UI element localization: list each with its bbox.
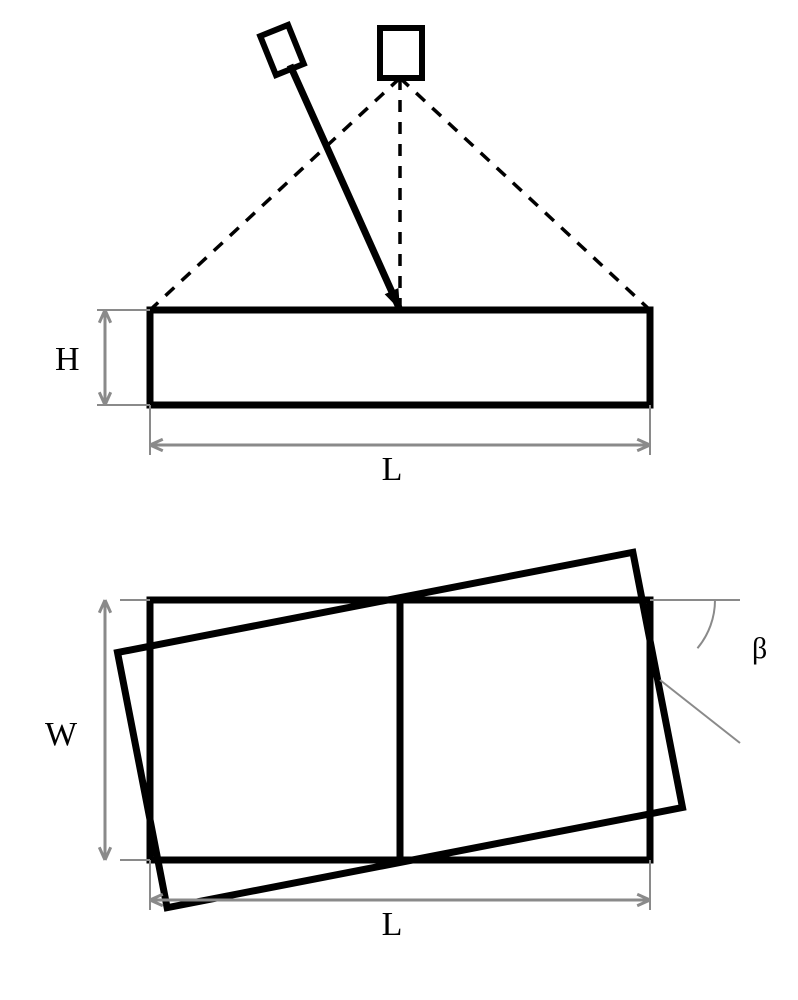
diagram-svg: HLWLβ	[0, 0, 798, 1000]
pointer-arrow	[290, 65, 400, 310]
camera-tilted-icon	[260, 25, 304, 75]
camera-upright-icon	[380, 28, 422, 78]
beta-arc	[697, 600, 715, 648]
label-L-bottom: L	[382, 906, 403, 943]
label-W: W	[45, 716, 78, 753]
label-beta: β	[752, 632, 767, 665]
label-L-top: L	[382, 451, 403, 488]
label-H: H	[55, 341, 80, 378]
block-side-view	[150, 310, 650, 405]
fov-line	[150, 78, 400, 310]
beta-ext-rotated	[660, 680, 740, 743]
fov-line	[400, 78, 650, 310]
bottom-view: W Lβ	[45, 552, 767, 943]
top-view: HL	[55, 25, 650, 488]
